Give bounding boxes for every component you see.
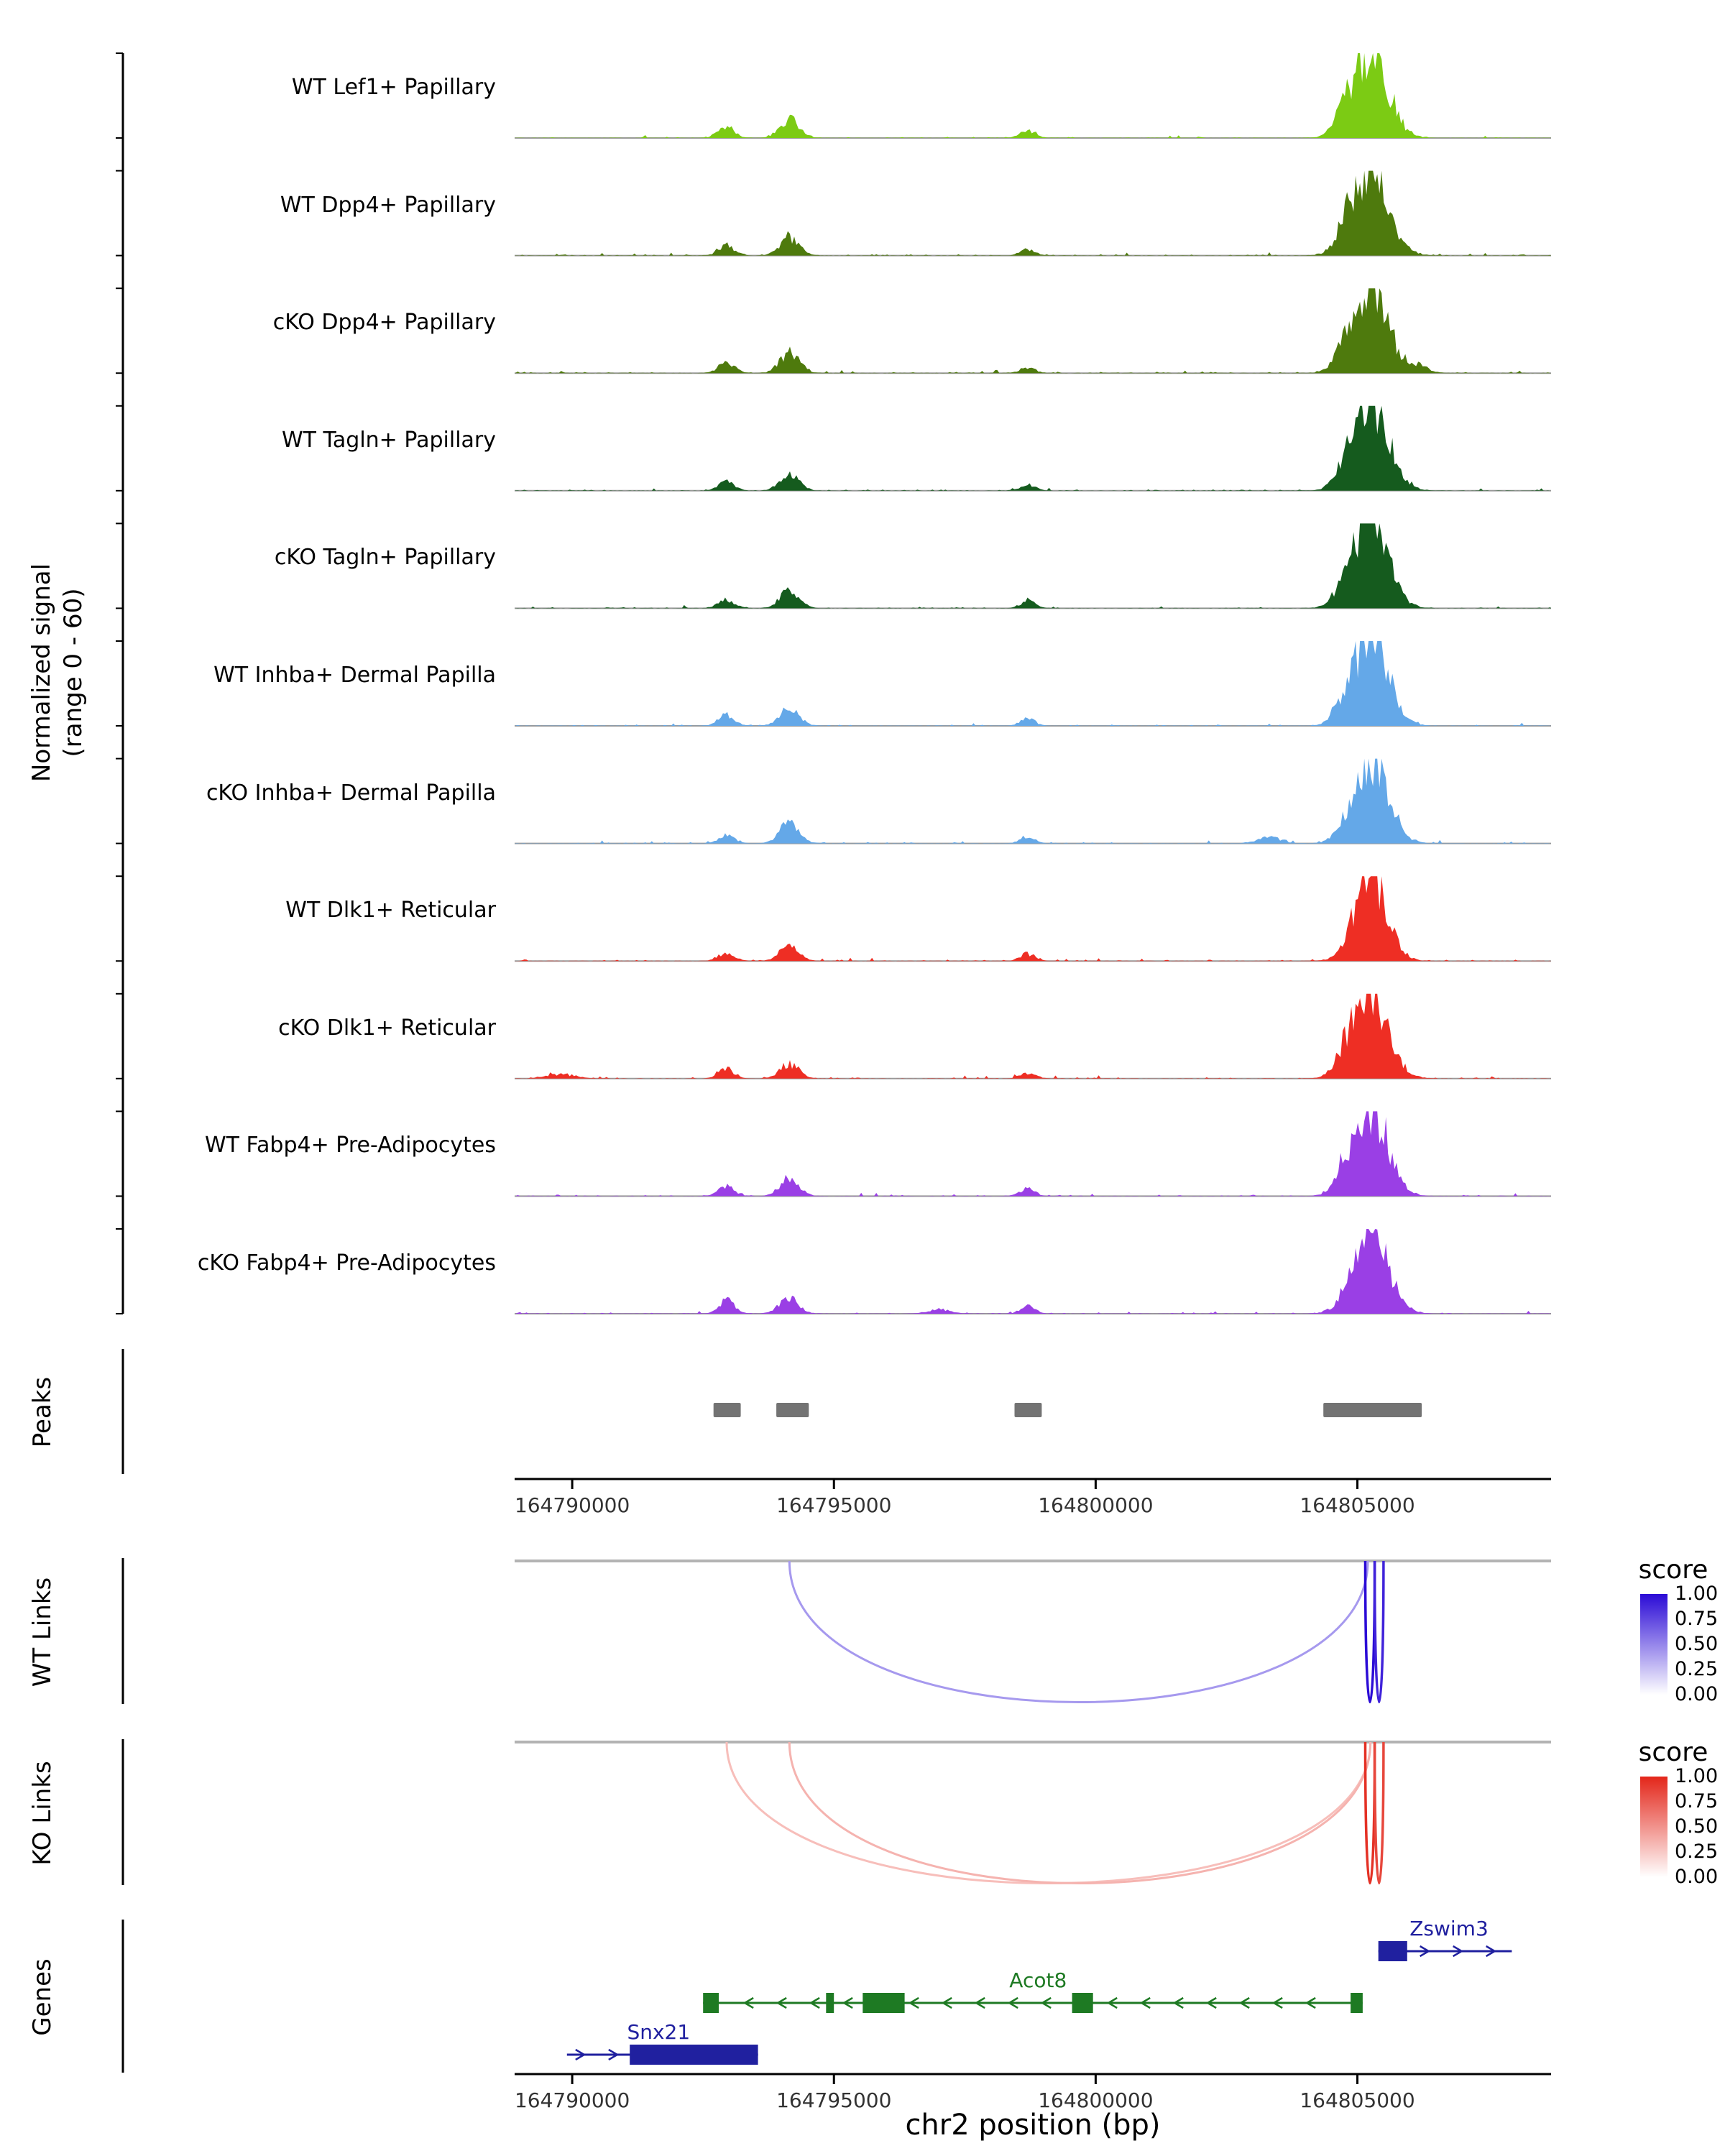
strand-chevron-icon <box>974 1996 985 2009</box>
x-axis-tick-label: 164800000 <box>1038 2088 1154 2112</box>
track-label-1: WT Lef1+ Papillary <box>291 75 496 100</box>
track-label-3: cKO Dpp4+ Papillary <box>272 310 496 336</box>
strand-chevron-icon <box>1139 1996 1151 2009</box>
track-label-2: WT Dpp4+ Papillary <box>280 192 496 218</box>
x-axis-title: chr2 position (bp) <box>905 2109 1161 2142</box>
strand-chevron-icon <box>1305 1996 1316 2009</box>
signal-area-6 <box>515 641 1551 726</box>
strand-chevron-icon <box>1420 1945 1431 1958</box>
signal-area-11 <box>515 1229 1551 1314</box>
track-label-4: WT Tagln+ Papillary <box>282 427 496 453</box>
ko-links-legend-ticks: 1.00 0.75 0.50 0.25 0.00 <box>1675 1766 1725 1899</box>
signal-area-2 <box>515 170 1551 256</box>
signal-area-8 <box>515 876 1551 962</box>
track-label-6: WT Inhba+ Dermal Papilla <box>213 663 496 688</box>
wt-links-legend-title: score <box>1638 1555 1708 1585</box>
gene-exon-Zswim3-1 <box>1378 1941 1407 1961</box>
peak-region-4 <box>1323 1403 1422 1417</box>
strand-chevron-icon <box>1040 1996 1052 2009</box>
legend-tick-label: 0.75 <box>1675 1608 1719 1630</box>
signal-area-9 <box>515 993 1551 1079</box>
signal-area-10 <box>515 1111 1551 1197</box>
gene-label-Acot8: Acot8 <box>1009 1968 1067 1992</box>
legend-tick-label: 0.75 <box>1675 1790 1719 1812</box>
gene-label-Zswim3: Zswim3 <box>1409 1917 1489 1940</box>
wt-link-arc-1 <box>788 1560 1369 1703</box>
gene-exon-Acot8-1 <box>703 1993 719 2013</box>
wt-link-arc-2 <box>1363 1560 1376 1704</box>
strand-chevron-icon <box>1453 1945 1464 1958</box>
signal-area-4 <box>515 405 1551 491</box>
strand-chevron-icon <box>1007 1996 1018 2009</box>
x-axis-tick-label: 164795000 <box>776 1493 892 1517</box>
strand-chevron-icon <box>908 1996 919 2009</box>
x-axis-tick-label: 164805000 <box>1300 1493 1415 1517</box>
strand-chevron-icon <box>1205 1996 1217 2009</box>
ko-links-legend-gradient <box>1640 1777 1668 1877</box>
section-label-ko-links: KO Links <box>28 1761 57 1866</box>
legend-tick-label: 1.00 <box>1675 1765 1719 1787</box>
wt-link-arc-3 <box>1373 1560 1385 1704</box>
x-axis-tick-label: 164805000 <box>1300 2088 1415 2112</box>
wt-links-legend-ticks: 1.00 0.75 0.50 0.25 0.00 <box>1675 1584 1725 1716</box>
legend-tick-label: 0.50 <box>1675 1633 1719 1655</box>
strand-chevron-icon <box>1271 1996 1283 2009</box>
gene-exon-Snx21-1 <box>630 2045 758 2065</box>
track-label-5: cKO Tagln+ Papillary <box>274 545 496 571</box>
signal-area-3 <box>515 288 1551 374</box>
strand-chevron-icon <box>941 1996 952 2009</box>
wt-links-legend-gradient <box>1640 1594 1668 1695</box>
ko-link-arc-4 <box>1373 1741 1385 1885</box>
legend-tick-label: 0.00 <box>1675 1683 1719 1705</box>
legend-tick-label: 0.00 <box>1675 1866 1719 1888</box>
ko-link-arc-2 <box>788 1741 1372 1884</box>
track-label-7: cKO Inhba+ Dermal Papilla <box>206 780 496 806</box>
legend-tick-label: 1.00 <box>1675 1583 1719 1605</box>
signal-area-7 <box>515 758 1551 844</box>
section-label-genes: Genes <box>28 1958 57 2036</box>
peak-region-3 <box>1014 1403 1042 1417</box>
track-label-10: WT Fabp4+ Pre-Adipocytes <box>205 1133 496 1158</box>
gene-exon-Acot8-5 <box>1351 1993 1363 2013</box>
strand-chevron-icon <box>742 1996 754 2009</box>
track-label-9: cKO Dlk1+ Reticular <box>278 1015 496 1041</box>
x-axis-tick-label: 164790000 <box>514 1493 630 1517</box>
strand-chevron-icon <box>809 1996 820 2009</box>
section-label-peaks: Peaks <box>28 1376 57 1448</box>
legend-tick-label: 0.50 <box>1675 1815 1719 1838</box>
x-axis-tick-label: 164800000 <box>1038 1493 1154 1517</box>
legend-tick-label: 0.25 <box>1675 1841 1719 1863</box>
track-label-11: cKO Fabp4+ Pre-Adipocytes <box>197 1250 496 1276</box>
strand-chevron-icon <box>608 2048 620 2061</box>
peak-region-2 <box>776 1403 809 1417</box>
track-label-8: WT Dlk1+ Reticular <box>285 898 496 923</box>
strand-chevron-icon <box>776 1996 787 2009</box>
strand-chevron-icon <box>842 1996 853 2009</box>
strand-chevron-icon <box>575 2048 586 2061</box>
x-axis-tick-label: 164790000 <box>514 2088 630 2112</box>
strand-chevron-icon <box>1172 1996 1184 2009</box>
strand-chevron-icon <box>1106 1996 1118 2009</box>
ko-links-legend-title: score <box>1638 1738 1708 1767</box>
gene-exon-Acot8-2 <box>826 1993 834 2013</box>
signal-area-1 <box>515 53 1551 138</box>
gene-label-Snx21: Snx21 <box>627 2020 690 2044</box>
gene-exon-Acot8-3 <box>862 1993 905 2013</box>
peak-region-1 <box>713 1403 741 1417</box>
signal-area-5 <box>515 523 1551 609</box>
x-axis-tick-label: 164795000 <box>776 2088 892 2112</box>
strand-chevron-icon <box>1486 1945 1497 1958</box>
gene-exon-Acot8-4 <box>1072 1993 1093 2013</box>
strand-chevron-icon <box>1238 1996 1250 2009</box>
legend-tick-label: 0.25 <box>1675 1658 1719 1680</box>
